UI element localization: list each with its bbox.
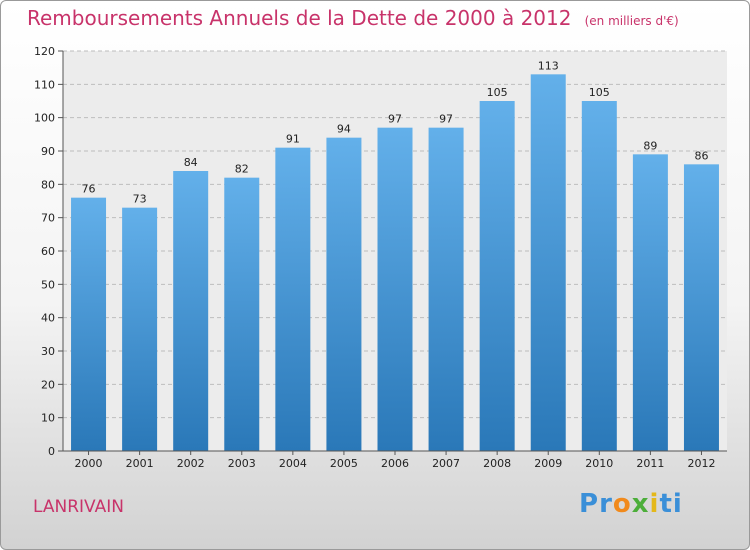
y-tick-label: 110 <box>34 78 55 91</box>
bar-2005 <box>326 137 362 451</box>
value-labels: 76 73 84 82 91 94 97 97 105 113 105 89 86 <box>82 59 709 205</box>
value-label: 82 <box>235 163 249 176</box>
y-tick-label: 20 <box>41 378 55 391</box>
bar-2002 <box>173 171 209 451</box>
bar-2008 <box>479 101 515 451</box>
y-tick-label: 120 <box>34 45 55 58</box>
logo-letter: o <box>612 489 632 519</box>
x-tick-label: 2005 <box>330 457 358 470</box>
y-tick-label: 100 <box>34 112 55 125</box>
bar-2006 <box>377 127 413 452</box>
bar-2011 <box>632 154 668 452</box>
logo-letter: t <box>659 489 673 519</box>
bar-2003 <box>224 177 260 451</box>
x-tick-label: 2006 <box>381 457 409 470</box>
y-tick-label: 50 <box>41 278 55 291</box>
value-label: 94 <box>337 123 351 136</box>
bar-2010 <box>581 101 617 451</box>
value-label: 113 <box>538 59 559 72</box>
bar-2012 <box>683 164 719 452</box>
bar-2004 <box>275 147 311 451</box>
chart-subtitle: (en milliers d'€) <box>584 14 679 28</box>
value-label: 105 <box>589 86 610 99</box>
y-tick-label: 0 <box>48 445 55 458</box>
value-label: 97 <box>388 113 402 126</box>
value-label: 84 <box>184 156 198 169</box>
logo-letter: r <box>599 489 613 519</box>
value-label: 91 <box>286 133 300 146</box>
x-tick-label: 2001 <box>126 457 154 470</box>
x-tick-label: 2002 <box>177 457 205 470</box>
y-tick-label: 10 <box>41 412 55 425</box>
y-tick-label: 80 <box>41 178 55 191</box>
logo-letter: i <box>672 489 683 519</box>
x-tick-label: 2007 <box>432 457 460 470</box>
bar-2000 <box>71 197 107 451</box>
x-tick-label: 2009 <box>534 457 562 470</box>
commune-name: LANRIVAIN <box>33 497 124 517</box>
axes <box>58 50 727 455</box>
logo-letter: x <box>631 489 650 519</box>
y-tick-label: 30 <box>41 345 55 358</box>
x-tick-label: 2008 <box>483 457 511 470</box>
logo-letter: i <box>649 489 660 519</box>
logo-letter: P <box>579 489 600 519</box>
value-label: 86 <box>694 149 708 162</box>
x-tick-label: 2000 <box>75 457 103 470</box>
bar-2001 <box>122 207 158 451</box>
chart-title: Remboursements Annuels de la Dette de 20… <box>27 6 572 30</box>
value-label: 105 <box>487 86 508 99</box>
x-tick-label: 2004 <box>279 457 307 470</box>
title-row: Remboursements Annuels de la Dette de 20… <box>27 6 679 30</box>
x-tick-label: 2010 <box>585 457 613 470</box>
x-tick-label: 2003 <box>228 457 256 470</box>
value-label: 76 <box>82 183 96 196</box>
bar-2009 <box>530 74 566 451</box>
value-label: 73 <box>133 193 147 206</box>
y-tick-label: 70 <box>41 212 55 225</box>
y-tick-labels: 0 10 20 30 40 50 60 70 80 90 100 110 120 <box>34 45 55 458</box>
y-tick-label: 90 <box>41 145 55 158</box>
y-tick-label: 60 <box>41 245 55 258</box>
x-tick-label: 2012 <box>687 457 715 470</box>
bars <box>71 74 719 452</box>
value-label: 97 <box>439 113 453 126</box>
x-tick-labels: 2000 2001 2002 2003 2004 2005 2006 2007 2008 2009… <box>75 457 716 470</box>
bar-2007 <box>428 127 464 452</box>
y-tick-label: 40 <box>41 312 55 325</box>
proxiti-logo: Proxiti <box>579 489 683 519</box>
value-label: 89 <box>643 139 657 152</box>
x-tick-label: 2011 <box>636 457 664 470</box>
